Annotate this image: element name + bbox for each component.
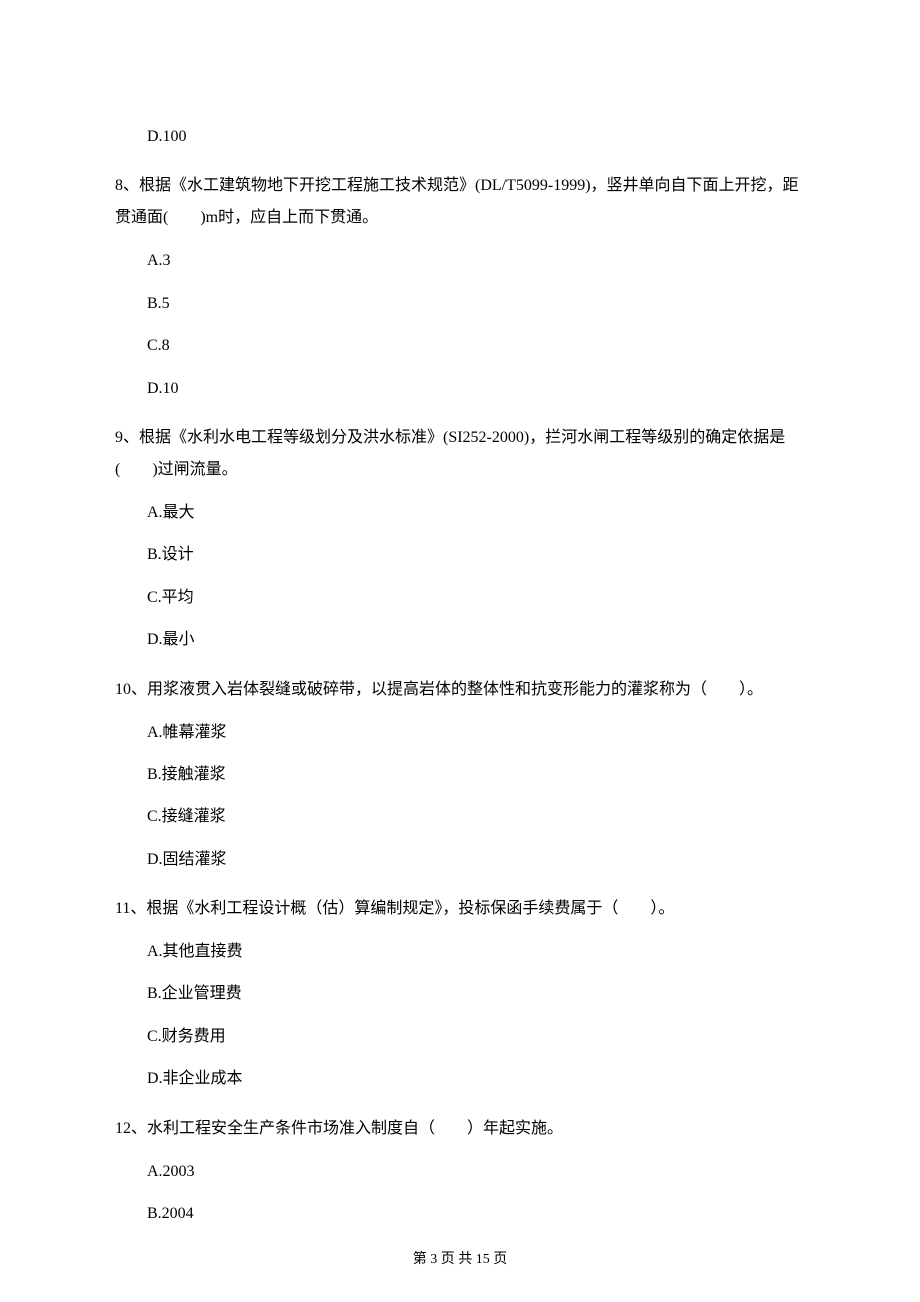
q8-stem: 8、根据《水工建筑物地下开挖工程施工技术规范》(DL/T5099-1999)，竖…: [115, 170, 805, 234]
q12-option-a: A.2003: [115, 1157, 805, 1187]
q10-stem: 10、用浆液贯入岩体裂缝或破碎带，以提高岩体的整体性和抗变形能力的灌浆称为（ ）…: [115, 674, 805, 706]
document-page: D.100 8、根据《水工建筑物地下开挖工程施工技术规范》(DL/T5099-1…: [0, 0, 920, 1302]
q11-option-c: C.财务费用: [115, 1022, 805, 1052]
q11-stem: 11、根据《水利工程设计概（估）算编制规定》，投标保函手续费属于（ ）。: [115, 893, 805, 925]
q9-stem: 9、根据《水利水电工程等级划分及洪水标准》(SI252-2000)，拦河水闸工程…: [115, 422, 805, 486]
q8-option-b: B.5: [115, 289, 805, 319]
q8-option-a: A.3: [115, 246, 805, 276]
q9-option-a: A.最大: [115, 498, 805, 528]
q8-option-d: D.10: [115, 374, 805, 404]
q12-option-b: B.2004: [115, 1199, 805, 1229]
q11-option-d: D.非企业成本: [115, 1064, 805, 1094]
q10-option-c: C.接缝灌浆: [115, 802, 805, 832]
q8-option-c: C.8: [115, 331, 805, 361]
q11-option-b: B.企业管理费: [115, 979, 805, 1009]
q11-option-a: A.其他直接费: [115, 937, 805, 967]
q10-option-b: B.接触灌浆: [115, 760, 805, 790]
q10-option-d: D.固结灌浆: [115, 845, 805, 875]
q9-option-b: B.设计: [115, 540, 805, 570]
q7-option-d: D.100: [115, 122, 805, 152]
page-footer: 第 3 页 共 15 页: [0, 1247, 920, 1274]
q9-option-c: C.平均: [115, 583, 805, 613]
q12-stem: 12、水利工程安全生产条件市场准入制度自（ ）年起实施。: [115, 1113, 805, 1145]
q9-option-d: D.最小: [115, 625, 805, 655]
q10-option-a: A.帷幕灌浆: [115, 718, 805, 748]
